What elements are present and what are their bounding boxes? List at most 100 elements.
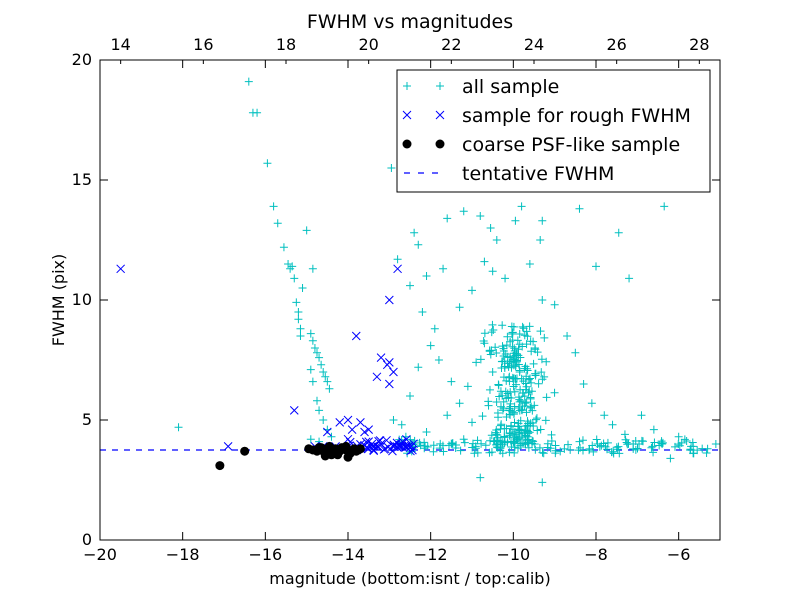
- rough-sample-point: [408, 445, 417, 455]
- all-sample-point: [522, 327, 531, 336]
- all-sample-point: [493, 436, 502, 445]
- all-sample-point: [435, 444, 444, 453]
- all-sample-point: [430, 324, 439, 333]
- all-sample-point: [563, 332, 572, 340]
- all-sample-point: [510, 427, 519, 436]
- all-sample-point: [492, 397, 501, 406]
- all-sample-point: [302, 226, 311, 235]
- all-sample-point: [498, 391, 507, 400]
- top-tick-label: 26: [606, 35, 626, 54]
- all-sample-point: [459, 435, 468, 444]
- all-sample-point: [509, 382, 518, 391]
- all-sample-point: [526, 374, 535, 383]
- all-sample-point: [460, 438, 469, 447]
- all-sample-point: [571, 348, 580, 357]
- all-sample-point: [510, 355, 519, 364]
- all-sample-point: [507, 322, 516, 331]
- all-sample-point: [502, 341, 511, 350]
- all-sample-point: [518, 406, 527, 415]
- all-sample-point: [472, 358, 481, 367]
- all-sample-point: [494, 413, 503, 422]
- all-sample-point: [524, 435, 533, 444]
- all-sample-point: [575, 204, 584, 213]
- all-sample-point: [421, 442, 430, 451]
- all-sample-point: [468, 286, 476, 295]
- all-sample-point: [579, 380, 588, 388]
- all-sample-point: [510, 387, 519, 396]
- all-sample-series: [174, 77, 720, 487]
- all-sample-point: [288, 262, 297, 271]
- all-sample-point: [510, 418, 519, 427]
- all-sample-point: [489, 326, 498, 335]
- all-sample-point: [649, 448, 658, 457]
- all-sample-point: [284, 260, 293, 268]
- all-sample-point: [476, 355, 485, 364]
- all-sample-point: [476, 473, 485, 482]
- all-sample-point: [542, 357, 551, 366]
- all-sample-point: [434, 356, 443, 364]
- all-sample-point: [527, 347, 536, 356]
- x-tick-label: −14: [331, 545, 365, 564]
- all-sample-point: [313, 348, 321, 357]
- rough-sample-series: [116, 264, 418, 456]
- all-sample-point: [587, 399, 596, 408]
- all-sample-point: [317, 360, 326, 369]
- all-sample-point: [501, 387, 510, 396]
- all-sample-point: [542, 393, 551, 402]
- all-sample-point: [505, 448, 514, 457]
- rough-sample-point: [384, 358, 394, 367]
- all-sample-point: [505, 406, 514, 415]
- all-sample-point: [613, 445, 622, 454]
- all-sample-point: [493, 431, 502, 440]
- legend-marker-rough-sample: [402, 110, 412, 120]
- all-sample-point: [539, 449, 548, 458]
- all-sample-point: [455, 303, 464, 312]
- all-sample-point: [682, 436, 691, 445]
- all-sample-point: [522, 382, 531, 391]
- all-sample-point: [540, 333, 549, 342]
- all-sample-point: [510, 349, 519, 358]
- all-sample-point: [499, 347, 508, 356]
- all-sample-point: [488, 368, 497, 376]
- all-sample-point: [485, 448, 494, 457]
- legend: all sample sample for rough FWHM coarse …: [396, 69, 711, 193]
- all-sample-point: [518, 402, 527, 411]
- all-sample-point: [486, 224, 495, 232]
- rough-sample-point: [335, 418, 345, 427]
- all-sample-point: [592, 262, 600, 271]
- all-sample-point: [496, 421, 505, 430]
- all-sample-point: [637, 436, 646, 445]
- all-sample-point: [624, 439, 633, 448]
- all-sample-point: [698, 444, 707, 453]
- all-sample-point: [513, 444, 522, 453]
- all-sample-point: [522, 408, 531, 417]
- all-sample-point: [325, 384, 334, 393]
- all-sample-point: [505, 431, 514, 440]
- x-tick-label: −20: [83, 545, 117, 564]
- rough-sample-point: [384, 379, 394, 389]
- all-sample-point: [290, 274, 299, 283]
- all-sample-point: [471, 444, 480, 453]
- all-sample-point: [447, 377, 456, 386]
- all-sample-point: [315, 353, 324, 362]
- all-sample-point: [593, 439, 602, 448]
- all-sample-point: [550, 388, 559, 397]
- all-sample-point: [410, 436, 419, 445]
- all-sample-point: [406, 281, 414, 290]
- all-sample-point: [510, 448, 519, 457]
- all-sample-point: [524, 388, 533, 397]
- y-axis-label: FWHM (pix): [49, 254, 68, 347]
- y-tick-label: 5: [82, 410, 92, 429]
- top-tick-label: 20: [358, 35, 378, 54]
- all-sample-point: [451, 443, 460, 452]
- all-sample-point: [680, 435, 689, 444]
- all-sample-point: [508, 328, 517, 337]
- all-sample-point: [308, 264, 317, 273]
- all-sample-point: [529, 421, 538, 430]
- all-sample-point: [313, 396, 321, 405]
- x-tick-label: −16: [248, 545, 282, 564]
- all-sample-point: [589, 447, 598, 456]
- all-sample-point: [485, 347, 494, 356]
- x-axis-label: magnitude (bottom:isnt / top:calib): [269, 569, 550, 588]
